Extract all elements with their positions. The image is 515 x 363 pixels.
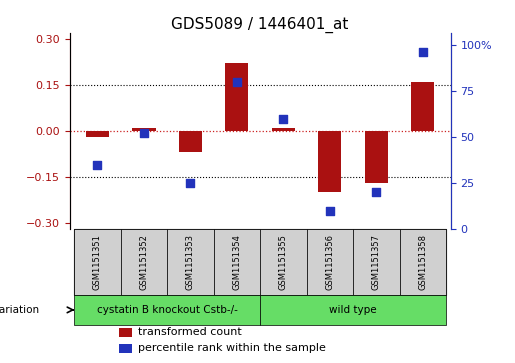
Text: GSM1151358: GSM1151358 <box>418 234 427 290</box>
Text: GSM1151352: GSM1151352 <box>140 234 148 290</box>
FancyBboxPatch shape <box>353 229 400 295</box>
Text: GSM1151354: GSM1151354 <box>232 234 242 290</box>
Point <box>186 180 195 186</box>
Point <box>279 116 287 122</box>
Text: genotype/variation: genotype/variation <box>0 305 39 315</box>
Bar <box>272 128 295 131</box>
FancyBboxPatch shape <box>214 229 260 295</box>
FancyBboxPatch shape <box>74 229 121 295</box>
FancyBboxPatch shape <box>260 295 446 325</box>
Text: GSM1151353: GSM1151353 <box>186 234 195 290</box>
FancyBboxPatch shape <box>167 229 214 295</box>
Point <box>372 189 381 195</box>
Title: GDS5089 / 1446401_at: GDS5089 / 1446401_at <box>171 16 349 33</box>
Bar <box>318 131 341 192</box>
Bar <box>179 131 202 152</box>
FancyBboxPatch shape <box>121 229 167 295</box>
Bar <box>86 131 109 137</box>
Text: cystatin B knockout Cstb-/-: cystatin B knockout Cstb-/- <box>97 305 237 315</box>
FancyBboxPatch shape <box>306 229 353 295</box>
FancyBboxPatch shape <box>260 229 306 295</box>
Point <box>325 208 334 213</box>
Text: GSM1151357: GSM1151357 <box>372 234 381 290</box>
Point <box>93 162 101 168</box>
Point <box>233 79 241 85</box>
FancyBboxPatch shape <box>400 229 446 295</box>
Text: transformed count: transformed count <box>138 327 242 337</box>
Text: GSM1151355: GSM1151355 <box>279 234 288 290</box>
Text: percentile rank within the sample: percentile rank within the sample <box>138 343 326 353</box>
Bar <box>119 328 132 337</box>
Text: GSM1151356: GSM1151356 <box>325 234 334 290</box>
Point <box>140 130 148 136</box>
Text: wild type: wild type <box>329 305 377 315</box>
Bar <box>225 64 248 131</box>
Bar <box>365 131 388 183</box>
Text: GSM1151351: GSM1151351 <box>93 234 102 290</box>
FancyBboxPatch shape <box>74 295 260 325</box>
Bar <box>411 82 434 131</box>
Bar <box>119 343 132 353</box>
Bar <box>132 128 156 131</box>
Point <box>419 49 427 55</box>
